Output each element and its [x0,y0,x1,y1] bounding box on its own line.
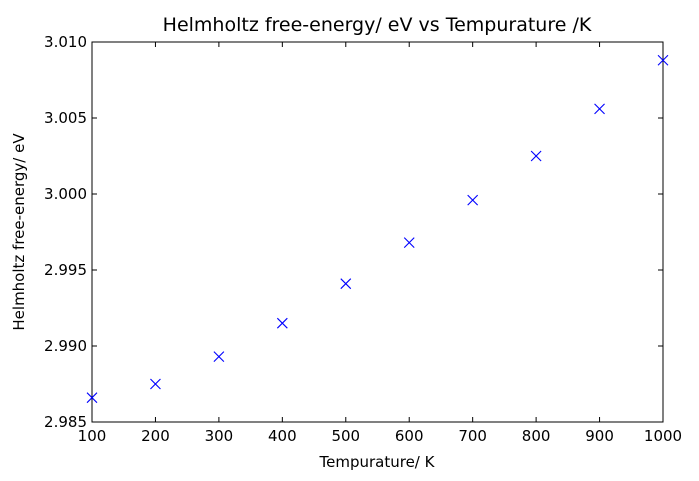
data-point-marker [213,351,225,363]
x-tick-label: 700 [458,427,487,445]
plot-frame [91,41,664,423]
x-tick-label: 800 [522,427,551,445]
x-axis-ticks: 100 200 300 400 500 600 700 800 900 1000 [78,42,682,445]
plot-area: 100 200 300 400 500 600 700 800 900 1000 2.9852.9… [44,33,682,445]
y-tick-label: 3.005 [44,109,87,127]
x-tick-label: 600 [395,427,424,445]
data-point-marker [86,392,98,404]
x-tick-label: 200 [141,427,170,445]
x-tick-label: 100 [78,427,107,445]
x-axis-label: Tempurature/ K [319,453,436,471]
data-point-marker [150,378,161,390]
x-tick-label: 500 [331,427,360,445]
x-tick-label: 900 [585,427,614,445]
data-point-marker [403,237,415,249]
x-tick-label: 400 [268,427,297,445]
data-point-marker [340,278,352,290]
y-tick-label: 3.010 [44,33,87,51]
y-tick-label: 2.985 [44,413,87,431]
y-tick-label: 2.995 [44,261,87,279]
chart-title: Helmholtz free-energy/ eV vs Tempurature… [163,14,592,36]
y-tick-label: 3.000 [44,185,87,203]
x-tick-label: 300 [205,427,234,445]
data-point-marker [594,103,605,115]
data-point-marker [276,317,288,329]
data-point-marker [467,194,479,206]
data-markers [86,54,669,404]
x-tick-label: 1000 [644,427,682,445]
y-axis-label: Helmholtz free-energy/ eV [10,133,28,331]
data-point-marker [657,54,669,66]
y-axis-ticks: 2.985 2.990 2.995 3.000 3.005 3.010 [44,33,663,431]
y-tick-label: 2.990 [44,337,87,355]
data-point-marker [530,150,542,162]
